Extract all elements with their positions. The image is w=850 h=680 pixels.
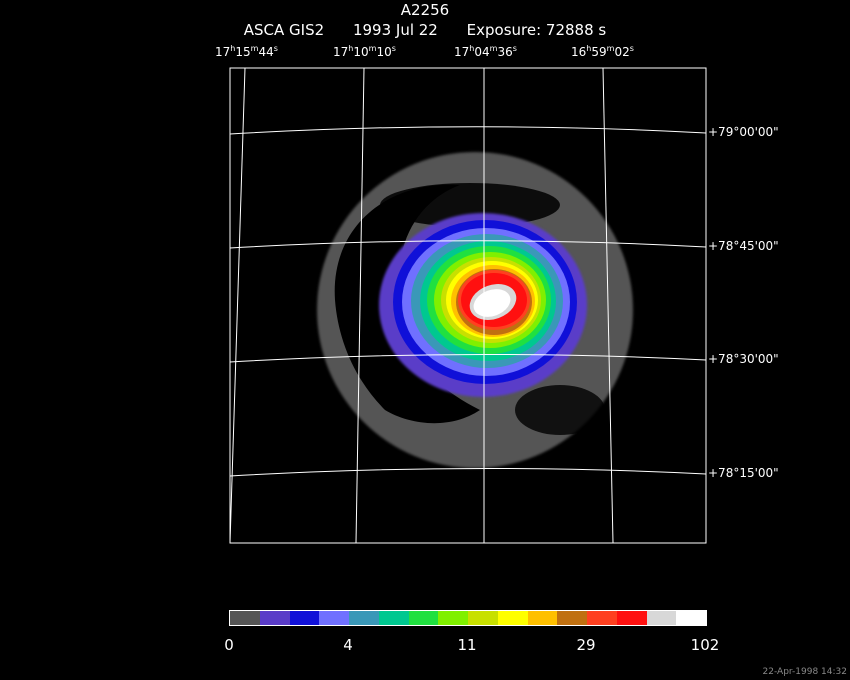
colorbar-swatch [378, 611, 409, 625]
colorbar-swatch [230, 611, 260, 625]
colorbar-swatch [408, 611, 439, 625]
colorbar-swatch [319, 611, 349, 625]
image-title: A2256 [400, 1, 450, 19]
colorbar-swatch [438, 611, 468, 625]
colorbar-tick-label: 0 [224, 636, 234, 654]
dec-label-4: +78°15'00" [708, 466, 779, 480]
ra-label-3: 17h04m36s [454, 44, 517, 59]
dec-label-2: +78°45'00" [708, 239, 779, 253]
colorbar-swatch [468, 611, 498, 625]
exposure-label: Exposure: 72888 s [466, 21, 607, 39]
colorbar-tick-label: 4 [343, 636, 353, 654]
colorbar-tick-label: 29 [576, 636, 596, 654]
observation-date: 1993 Jul 22 [352, 21, 438, 39]
dec-label-3: +78°30'00" [708, 352, 779, 366]
dec-label-1: +79°00'00" [708, 125, 779, 139]
colorbar-swatch [527, 611, 558, 625]
timestamp: 22-Apr-1998 14:32 [762, 667, 847, 677]
cluster-emission-map [317, 152, 633, 468]
colorbar-swatch [587, 611, 617, 625]
image-subtitle: ASCA GIS2 1993 Jul 22 Exposure: 72888 s [0, 21, 850, 39]
colorbar-tick-label: 11 [457, 636, 477, 654]
colorbar [229, 610, 707, 626]
colorbar-tick-label: 102 [690, 636, 720, 654]
colorbar-swatch [497, 611, 528, 625]
colorbar-swatch [616, 611, 647, 625]
colorbar-swatch [557, 611, 587, 625]
colorbar-swatch [646, 611, 677, 625]
detector-dark-region [334, 184, 480, 424]
ra-label-1: 17h15m44s [215, 44, 278, 59]
colorbar-swatch [259, 611, 290, 625]
cluster-core [473, 289, 511, 317]
coordinate-grid [229, 67, 707, 544]
colorbar-swatch [289, 611, 320, 625]
instrument-label: ASCA GIS2 [243, 21, 325, 39]
ra-label-2: 17h10m10s [333, 44, 396, 59]
colorbar-swatch [349, 611, 379, 625]
ra-label-4: 16h59m02s [571, 44, 634, 59]
colorbar-swatch [676, 611, 706, 625]
